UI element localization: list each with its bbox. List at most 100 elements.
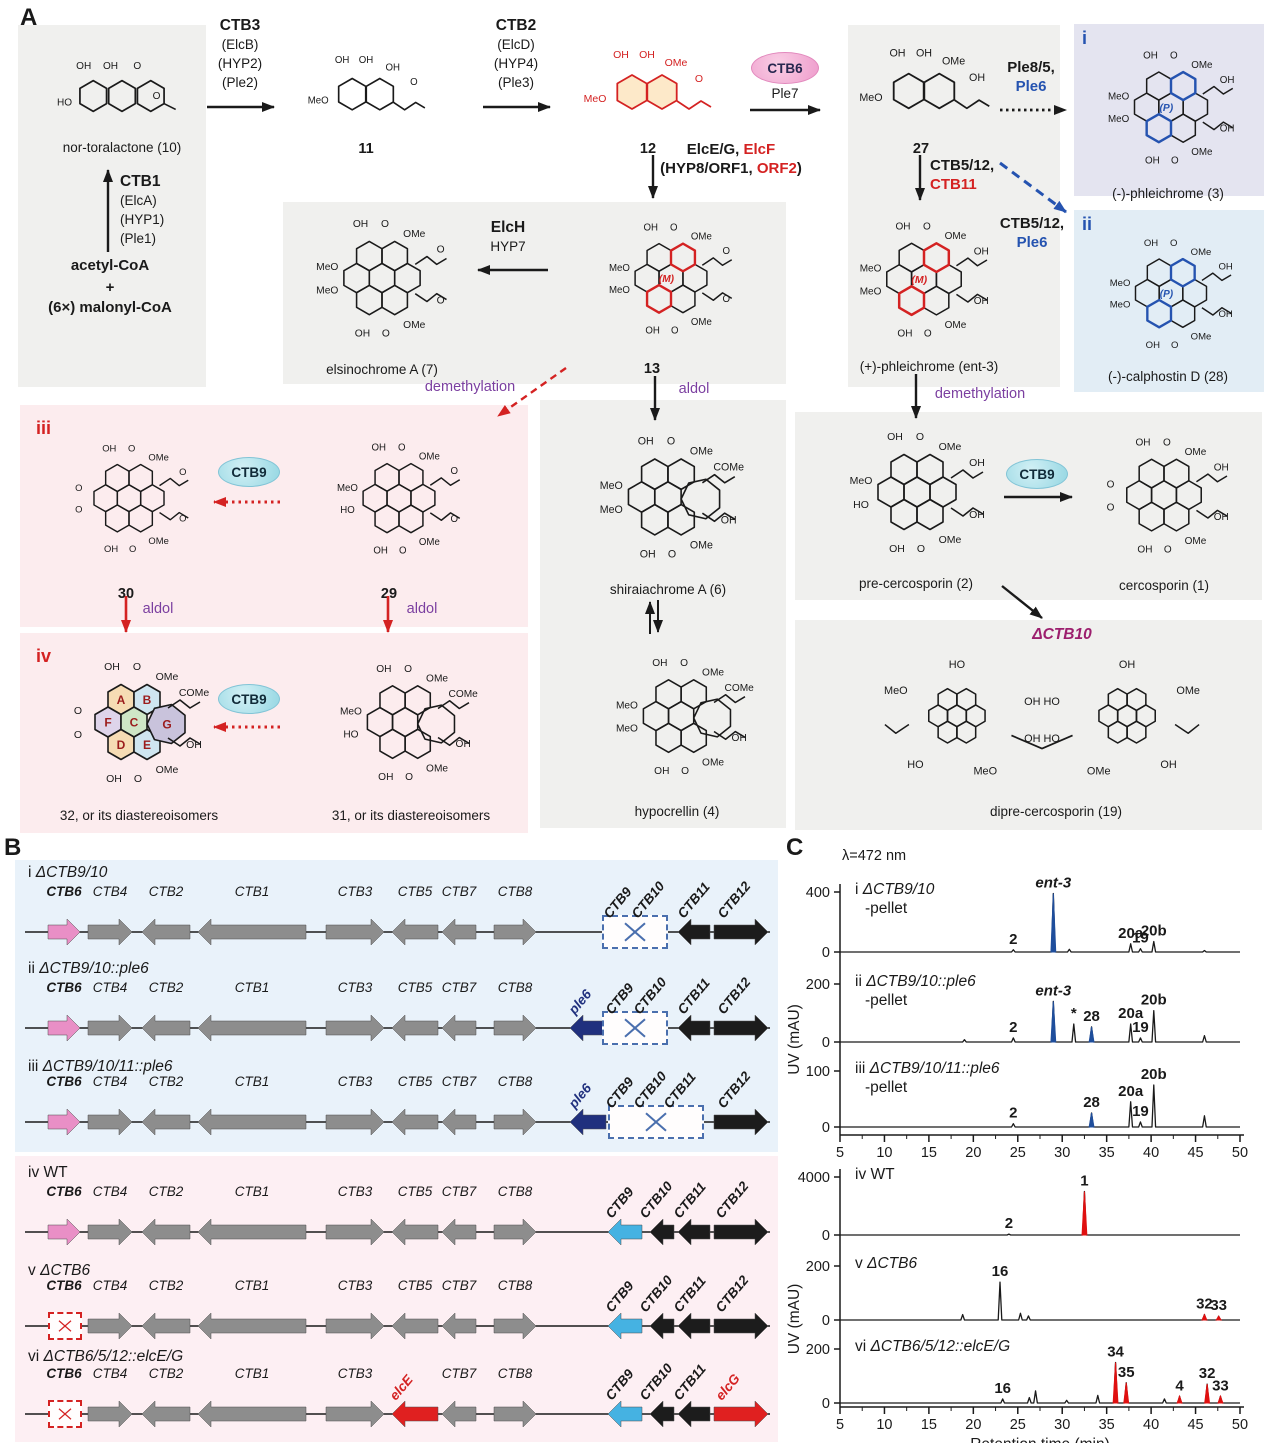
struct-label: O <box>129 543 136 554</box>
struct-label: O <box>437 295 445 306</box>
struct-label: O <box>437 245 445 256</box>
colored-peak <box>1176 1394 1183 1404</box>
gene-arrow <box>493 1400 537 1428</box>
struct-label: HO <box>949 659 965 671</box>
chromatogram-trace-iv <box>840 1190 1240 1236</box>
axial-chirality-label: (M) <box>659 274 675 285</box>
panel-a-label: A <box>20 4 38 31</box>
row-prefix: iv <box>28 1164 44 1181</box>
gene-arrow <box>713 1108 769 1136</box>
row-genotype: ΔCTB6 <box>40 1262 91 1279</box>
trace-title-v: v ΔCTB6 <box>855 1255 917 1272</box>
struct-label: OH <box>104 661 120 673</box>
gene-label-ctb5: CTB5 <box>397 980 433 995</box>
enzyme-sub-ple7: Ple7 <box>771 86 799 101</box>
gene-arrow <box>649 1400 675 1428</box>
gene-arrow <box>607 1400 643 1428</box>
enzyme-label-ctb512b: CTB5/12, Ple6 <box>1000 214 1064 252</box>
x-tick-label: 35 <box>1099 1145 1115 1161</box>
deleted-gene-box <box>608 1105 704 1139</box>
y-tick-label: 0 <box>822 945 830 961</box>
region-label-ii: ii <box>1082 214 1093 234</box>
background-box <box>283 202 786 384</box>
gene-arrow <box>325 1108 385 1136</box>
gene-arrow <box>713 1014 769 1042</box>
x-tick-label: 40 <box>1143 1417 1159 1433</box>
struct-label: OMe <box>419 537 440 548</box>
structure-c28: OH O OMe MeO MeO OH O OMe OH OH (P) <box>1110 238 1233 351</box>
struct-label: OH <box>638 435 654 447</box>
x-tick-label: 30 <box>1054 1145 1070 1161</box>
y-tick-label: 200 <box>806 1259 830 1275</box>
struct-label: O <box>75 482 82 493</box>
peak-label-1: 1 <box>1080 1173 1088 1190</box>
struct-label: MeO <box>600 504 623 516</box>
struct-label: OH <box>1135 437 1150 448</box>
enzyme-name-part: ElcE/G, <box>686 141 744 158</box>
gene-arrow <box>713 918 769 946</box>
struct-label: MeO <box>600 480 623 492</box>
cluster-row-title-ii: ii ΔCTB9/10::ple6 <box>28 960 149 978</box>
peak-label-20a: 20a <box>1118 1083 1144 1100</box>
gene-label-ctb1: CTB1 <box>234 884 270 899</box>
gene-label-ctb3: CTB3 <box>337 1278 373 1293</box>
chromatogram-trace-iii <box>840 1084 1240 1128</box>
gene-label-ctb6: CTB6 <box>46 1366 82 1381</box>
axial-chirality-label: (P) <box>1159 103 1173 114</box>
struct-label: MeO <box>884 685 908 697</box>
struct-label: OMe <box>939 441 962 453</box>
gene-label-ctb1: CTB1 <box>234 1366 270 1381</box>
gene-arrow <box>47 918 81 946</box>
gene-arrow <box>391 1400 439 1428</box>
struct-label: O <box>916 431 924 443</box>
gene-arrow <box>47 1218 81 1246</box>
struct-label: O <box>722 294 730 305</box>
x-tick-label: 25 <box>1010 1417 1026 1433</box>
gene-label-ctb4: CTB4 <box>92 1074 128 1089</box>
gene-label-ctb5: CTB5 <box>397 1184 433 1199</box>
gene-label-ctb4: CTB4 <box>92 884 128 899</box>
compound-caption-c4: hypocrellin (4) <box>634 804 720 819</box>
gene-arrow <box>649 1218 675 1246</box>
gene-label-ctb7: CTB7 <box>441 1278 477 1293</box>
enzyme-synonym: (Ple2) <box>221 75 259 90</box>
cluster-row-title-v: v ΔCTB6 <box>28 1262 90 1280</box>
structure-c7: OH O OMe MeO MeO OH O OMe O O <box>316 219 447 340</box>
gene-arrow <box>677 1218 711 1246</box>
enzyme-name: CTB1 <box>120 173 161 190</box>
gene-arrow <box>391 1014 439 1042</box>
enzyme-line: CTB5/12, <box>1000 214 1064 233</box>
colored-peak <box>1204 1384 1211 1404</box>
deleted-gene-box <box>48 1400 82 1428</box>
gene-arrow <box>141 1108 191 1136</box>
background-box <box>20 405 528 627</box>
struct-label: OH <box>969 72 985 84</box>
compound-caption-c7: elsinochrome A (7) <box>326 362 438 377</box>
enzyme-oval-ctb6oval: CTB6 <box>751 52 819 84</box>
gene-arrow <box>325 1218 385 1246</box>
gene-label-ctb2: CTB2 <box>148 980 184 995</box>
struct-label: O <box>74 705 82 717</box>
x-tick-label: 45 <box>1187 1417 1203 1433</box>
y-tick-label: 400 <box>806 885 830 901</box>
struct-label: OMe <box>1191 247 1212 258</box>
gene-label-ctb5: CTB5 <box>397 1278 433 1293</box>
gene-label-ctb2: CTB2 <box>148 1366 184 1381</box>
struct-label: O <box>1107 502 1115 513</box>
struct-label: MeO <box>584 93 607 105</box>
gene-arrow <box>441 1400 477 1428</box>
struct-label: OH <box>721 514 737 526</box>
struct-label: OH <box>887 431 903 443</box>
gene-label-ctb3: CTB3 <box>337 1366 373 1381</box>
struct-label: O <box>153 91 161 102</box>
gene-label-ctb7: CTB7 <box>441 980 477 995</box>
gene-arrow <box>607 1218 643 1246</box>
enzyme-label-ctb2: CTB2 (ElcD) (HYP4) (Ple3) <box>494 16 538 92</box>
y-tick-label: 0 <box>822 1120 830 1136</box>
colored-peak <box>1123 1382 1130 1404</box>
enzyme-line: CTB11 <box>930 175 994 194</box>
struct-label: OMe <box>403 229 426 240</box>
gene-arrow <box>87 1108 133 1136</box>
gene-label-ctb6: CTB6 <box>46 1074 82 1089</box>
